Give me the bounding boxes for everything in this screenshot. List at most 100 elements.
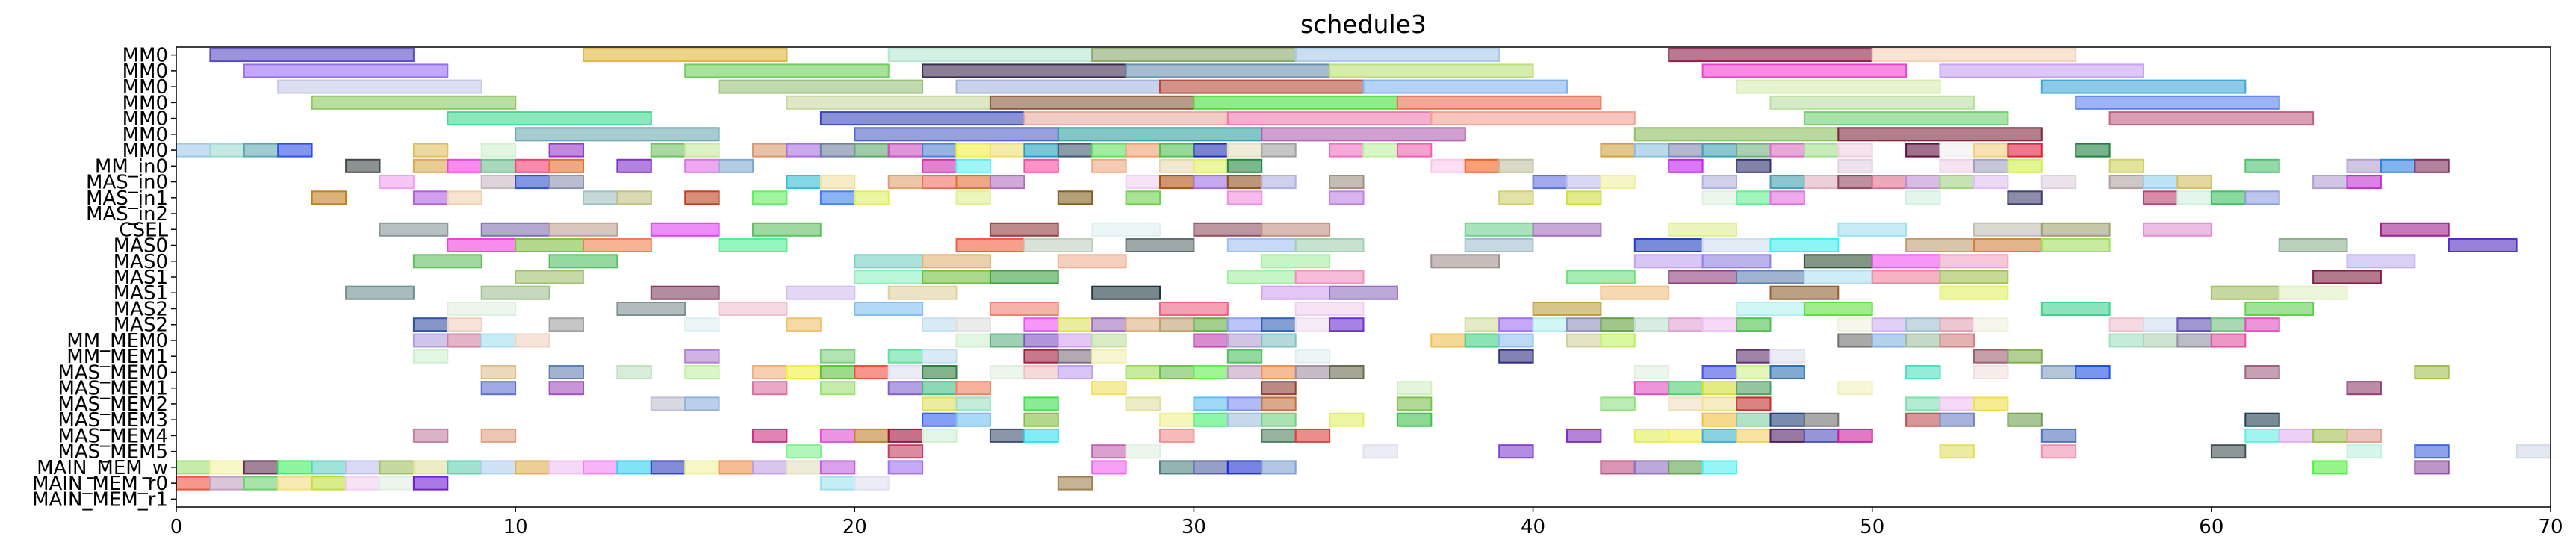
task-bar	[2312, 270, 2382, 284]
task-bar	[2312, 460, 2348, 475]
task-bar	[2346, 428, 2382, 443]
task-bar	[1261, 254, 1331, 269]
task-bar	[2278, 428, 2315, 443]
task-bar	[2040, 444, 2077, 459]
task-bar	[2346, 444, 2382, 459]
task-bar	[1125, 143, 1161, 158]
task-bar	[786, 175, 822, 190]
task-bar	[1566, 317, 1602, 332]
task-bar	[277, 460, 313, 475]
task-bar	[2108, 158, 2145, 173]
task-bar	[1701, 143, 1738, 158]
task-bar	[1532, 302, 1602, 316]
task-bar	[1633, 143, 1670, 158]
task-bar	[1668, 460, 1704, 475]
task-bar	[616, 460, 652, 475]
task-bar	[1769, 365, 1805, 379]
task-bar	[311, 190, 347, 205]
task-bar	[1329, 412, 1365, 427]
task-bar	[1159, 143, 1195, 158]
task-bar	[955, 79, 1161, 94]
task-bar	[1736, 412, 1772, 427]
task-bar	[650, 222, 720, 237]
task-bar	[1939, 254, 2009, 269]
task-bar	[1159, 365, 1195, 379]
y-tick-label: MAS_MEM3	[58, 409, 168, 432]
task-bar	[1057, 333, 1093, 348]
task-bar	[718, 158, 754, 173]
task-bar	[2346, 175, 2382, 190]
task-bar	[1159, 428, 1195, 443]
task-bar	[1701, 412, 1738, 427]
task-bar	[1396, 95, 1602, 110]
task-bar	[989, 365, 1025, 379]
task-bar	[1226, 111, 1433, 126]
task-bar	[2040, 302, 2111, 316]
task-bar	[515, 460, 550, 475]
task-bar	[1362, 444, 1398, 459]
task-bar	[786, 444, 822, 459]
task-bar	[1939, 333, 1975, 348]
task-bar	[854, 143, 890, 158]
y-tick-label: MAIN_MEM_r0	[32, 473, 168, 495]
task-bar	[718, 238, 788, 252]
task-bar	[2143, 222, 2212, 237]
task-bar	[1736, 79, 1941, 94]
task-bar	[1193, 460, 1229, 475]
task-bar	[1329, 365, 1365, 379]
task-bar	[243, 476, 279, 491]
task-bar	[955, 190, 991, 205]
task-bar	[1566, 333, 1602, 348]
task-bar	[345, 476, 381, 491]
task-bar	[1837, 127, 2043, 142]
task-bar	[1803, 270, 1873, 284]
task-bar	[1803, 175, 1840, 190]
task-bar	[1023, 111, 1229, 126]
chart-title: schedule3	[1300, 10, 1427, 39]
task-bar	[1532, 175, 1568, 190]
task-bar	[1023, 238, 1093, 252]
task-bar	[1226, 396, 1263, 411]
task-bar	[548, 381, 584, 396]
task-bar	[1023, 365, 1059, 379]
task-bar	[1837, 175, 1873, 190]
task-bar	[447, 460, 482, 475]
task-bar	[887, 175, 924, 190]
y-tick-label: MM0	[122, 124, 168, 146]
task-bar	[955, 333, 991, 348]
task-bar	[1430, 111, 1636, 126]
task-bar	[752, 428, 788, 443]
task-bar	[1091, 460, 1127, 475]
task-bar	[1057, 190, 1093, 205]
task-bar	[1701, 381, 1738, 396]
task-bar	[1125, 190, 1161, 205]
task-bar	[1633, 238, 1704, 252]
task-bar	[1736, 270, 1805, 284]
y-tick-label: MAS1	[114, 282, 168, 305]
task-bar	[243, 460, 279, 475]
task-bar	[412, 460, 449, 475]
task-bar	[2108, 111, 2315, 126]
task-bar	[854, 254, 924, 269]
task-bar	[718, 460, 754, 475]
task-bar	[819, 111, 1025, 126]
y-tick-label: MAS0	[114, 251, 168, 273]
task-bar	[1633, 254, 1704, 269]
task-bar	[176, 476, 211, 491]
task-bar	[819, 476, 856, 491]
task-bar	[887, 460, 924, 475]
task-bar	[379, 222, 449, 237]
task-bar	[819, 175, 856, 190]
task-bar	[583, 238, 652, 252]
task-bar	[786, 317, 822, 332]
y-tick-label: MM_MEM1	[66, 346, 168, 368]
task-bar	[616, 190, 652, 205]
y-tick-label: MM0	[122, 108, 168, 131]
y-tick-label: MAS_in2	[86, 203, 168, 225]
task-bar	[412, 254, 482, 269]
task-bar	[1226, 412, 1263, 427]
task-bar	[1125, 317, 1161, 332]
task-bar	[989, 270, 1059, 284]
task-bar	[955, 381, 991, 396]
x-tick-label: 60	[2199, 516, 2223, 538]
